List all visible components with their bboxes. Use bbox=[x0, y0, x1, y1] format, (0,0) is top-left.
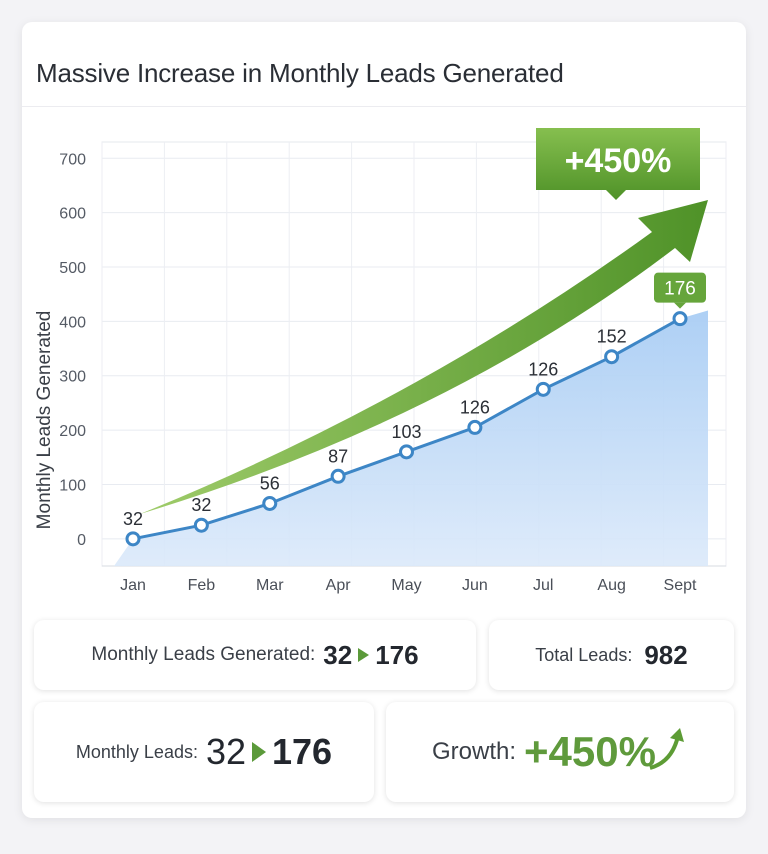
leads-start-value: 32 bbox=[323, 639, 353, 670]
y-tick-label: 100 bbox=[59, 477, 86, 494]
x-tick-label: Apr bbox=[326, 577, 352, 594]
y-axis-label: Monthly Leads Generated bbox=[34, 311, 55, 530]
data-label: 103 bbox=[391, 422, 421, 442]
y-tick-label: 600 bbox=[59, 206, 86, 223]
total-leads-label: Total Leads: bbox=[535, 644, 633, 665]
data-point bbox=[262, 495, 278, 511]
monthly-leads-card: Monthly Leads: 32 176 bbox=[34, 702, 374, 802]
growth-card: Growth: +450% bbox=[386, 702, 734, 802]
data-point bbox=[604, 349, 620, 365]
data-label: 126 bbox=[460, 397, 490, 417]
data-label: 152 bbox=[597, 327, 627, 347]
total-leads-value: 982 bbox=[644, 639, 688, 670]
x-tick-label: Sept bbox=[664, 577, 697, 594]
x-tick-label: Jan bbox=[120, 577, 146, 594]
area-fill bbox=[114, 310, 708, 566]
data-label: 176 bbox=[664, 279, 696, 300]
x-tick-label: Mar bbox=[256, 577, 284, 594]
monthly-leads-start: 32 bbox=[205, 731, 247, 772]
data-label: 56 bbox=[260, 473, 280, 493]
growth-label: Growth: bbox=[432, 738, 517, 765]
data-label: 126 bbox=[528, 359, 558, 379]
x-tick-label: Jun bbox=[462, 577, 488, 594]
data-point bbox=[672, 311, 688, 327]
arrow-right-icon bbox=[252, 742, 267, 762]
data-point bbox=[399, 444, 414, 460]
y-tick-label: 200 bbox=[59, 423, 86, 440]
leads-range-label: Monthly Leads Generated: bbox=[91, 644, 316, 665]
data-label: 32 bbox=[191, 495, 211, 515]
x-tick-label: Jul bbox=[533, 577, 553, 594]
total-leads-card: Total Leads: 982 bbox=[489, 620, 734, 690]
y-tick-label: 0 bbox=[77, 532, 86, 549]
data-point bbox=[330, 468, 346, 484]
last-value-badge bbox=[654, 272, 706, 303]
growth-callout: +450% bbox=[536, 128, 700, 200]
monthly-leads-end: 176 bbox=[272, 731, 333, 772]
y-tick-label: 400 bbox=[59, 314, 86, 331]
leads-range-card: Monthly Leads Generated: 32 176 bbox=[34, 620, 476, 690]
arrow-right-icon bbox=[358, 648, 370, 662]
monthly-leads-label: Monthly Leads: bbox=[75, 741, 198, 762]
data-point bbox=[467, 419, 483, 435]
title-divider bbox=[22, 106, 746, 107]
badge-pointer bbox=[674, 302, 686, 309]
growth-arrow-icon bbox=[649, 728, 684, 770]
data-point bbox=[535, 381, 551, 397]
data-label: 32 bbox=[123, 509, 143, 529]
chart-title: Massive Increase in Monthly Leads Genera… bbox=[36, 58, 564, 88]
data-label: 87 bbox=[328, 446, 348, 466]
growth-value: +450% bbox=[524, 728, 656, 775]
leads-end-value: 176 bbox=[375, 639, 419, 670]
y-tick-label: 500 bbox=[59, 260, 86, 277]
data-point bbox=[193, 517, 209, 533]
x-tick-label: Aug bbox=[597, 577, 625, 594]
line-chart: 0 100 200 300 400 500 600 700 Jan Feb Mar Apr May Ju… bbox=[34, 128, 727, 594]
data-point bbox=[125, 531, 141, 547]
x-tick-label: Feb bbox=[188, 577, 216, 594]
y-tick-label: 700 bbox=[59, 151, 86, 168]
y-tick-label: 300 bbox=[59, 369, 86, 386]
growth-callout-text: +450% bbox=[565, 142, 672, 180]
x-tick-label: May bbox=[391, 577, 421, 594]
